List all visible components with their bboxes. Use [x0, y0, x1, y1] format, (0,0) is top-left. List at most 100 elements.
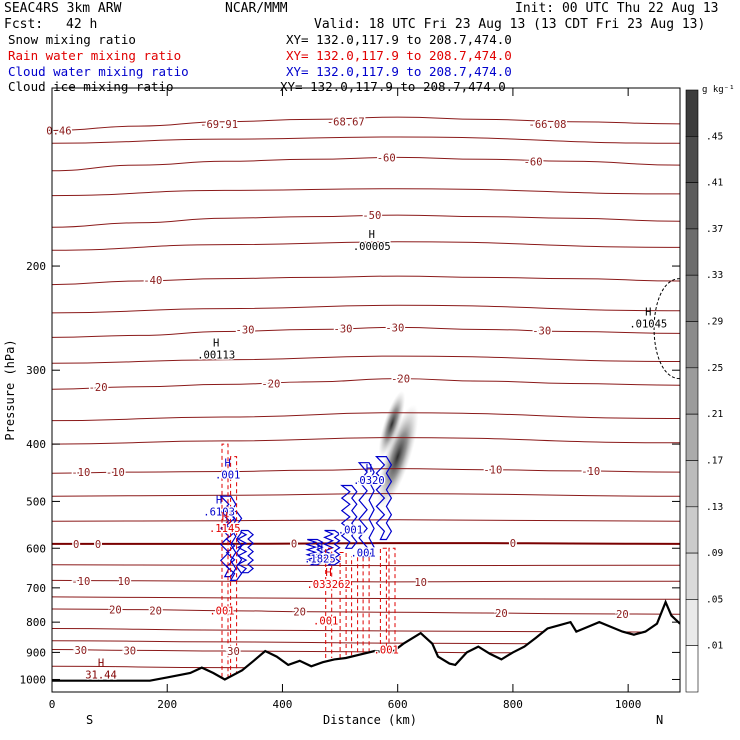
cloud-water-contour-5 [340, 484, 358, 549]
colorbar-swatch [685, 413, 699, 461]
temperature-contour-layer [52, 116, 680, 670]
isotherm-line-extra-2 [52, 241, 680, 251]
isotherm-line-extra-7 [52, 493, 680, 497]
valid-time: Valid: 18 UTC Fri 23 Aug 13 (13 CDT Fri … [314, 17, 705, 32]
rain-water-contour-5 [362, 547, 370, 653]
extremum-value: .001 [209, 606, 234, 618]
isotherm-line-20 [52, 608, 680, 615]
extremum-value: .1825 [304, 554, 336, 566]
contour-label: 0 [291, 539, 297, 551]
x-tick-label: 200 [157, 698, 177, 711]
contour-label: 0.46 [46, 126, 71, 138]
axes-layer: 0 200 400 600 800 100020030040050060070080090… [20, 88, 680, 711]
extremum-value: .001 [338, 525, 363, 537]
x-tick-label: 800 [503, 698, 523, 711]
field-name-cloud-ice: Cloud ice mixing ratio [8, 79, 174, 94]
contour-label: 20 [616, 609, 629, 621]
cloud-water-contour-1 [224, 510, 243, 581]
contour-label: -30 [385, 322, 404, 334]
cloud-water-contour-3 [305, 538, 324, 566]
isotherm-line-extra-10 [52, 596, 680, 600]
isotherm-line--50 [52, 214, 680, 228]
contour-label: -20 [391, 374, 410, 386]
isotherm-line--60 [52, 156, 680, 172]
extremum-marker: H [325, 567, 331, 579]
contour-label: -10 [581, 466, 600, 478]
y-tick-label: 800 [26, 616, 46, 629]
contour-label: 0 [73, 539, 79, 551]
contour-label: -10 [71, 467, 90, 479]
cloud-water-contour-2 [236, 529, 255, 574]
center-title: NCAR/MMM [225, 1, 288, 16]
colorbar: .45 .41 .37 .33 .29 .25 .21 .17 .13 .09 .05 .01 [685, 89, 723, 693]
colorbar-swatch [685, 552, 699, 600]
y-tick-label: 300 [26, 364, 46, 377]
model-title: SEAC4RS 3km ARW [4, 1, 122, 16]
x-tick-label: 1000 [615, 698, 642, 711]
contour-label: 20 [109, 605, 122, 617]
colorbar-level-label: .21 [706, 409, 723, 420]
colorbar-swatch [685, 367, 699, 415]
y-tick-label: 500 [26, 495, 46, 508]
isotherm-line-0 [52, 542, 680, 545]
contour-label: -69.91 [200, 119, 238, 131]
fcst-label: Fcst: [4, 17, 43, 32]
colorbar-level-label: .09 [706, 548, 723, 559]
extremum-value: .001 [350, 548, 375, 560]
contour-label: -60 [524, 156, 543, 168]
extremum-marker: H [369, 229, 375, 241]
isotherm-line-extra-5 [52, 412, 680, 422]
terrain-line [52, 599, 680, 682]
contour-label: -10 [106, 467, 125, 479]
x-end-label-north: N [656, 713, 663, 727]
extremum-value: .001 [374, 645, 399, 657]
contour-label: 30 [123, 645, 136, 657]
init-time: Init: 00 UTC Thu 22 Aug 13 [515, 1, 719, 16]
colorbar-level-label: .45 [706, 131, 723, 142]
snow-shading-layer [376, 390, 419, 509]
contour-label: 0 [510, 538, 516, 550]
extremum-value: .00113 [197, 349, 235, 361]
colorbar-swatch [685, 182, 699, 230]
contour-label: -30 [532, 326, 551, 338]
colorbar-swatch [685, 460, 699, 508]
field-name-snow: Snow mixing ratio [8, 32, 136, 47]
extremum-value: .001 [313, 616, 338, 628]
field-name-cloud-water: Cloud water mixing ratio [8, 64, 189, 79]
extremum-value: .00005 [353, 241, 391, 253]
contour-label: -60 [377, 152, 396, 164]
x-tick-label: 600 [388, 698, 408, 711]
x-end-label-south: S [86, 713, 93, 727]
cloud-water-contour-0 [219, 495, 237, 578]
cloud-water-contour-4 [323, 529, 341, 566]
colorbar-level-label: .37 [706, 224, 723, 235]
extremum-marker: H [213, 337, 219, 349]
isotherm-line-10 [52, 579, 680, 583]
rain-water-layer [221, 443, 396, 677]
field-xy-cloud-water: XY= 132.0,117.9 to 208.7,474.0 [286, 64, 512, 79]
y-axis-label: Pressure (hPa) [3, 339, 17, 440]
field-name-rain: Rain water mixing ratio [8, 48, 181, 63]
extremum-marker: H [98, 657, 104, 669]
isotherm-line-extra-3 [52, 304, 680, 314]
terrain-fill [52, 602, 680, 692]
isotherm-line-extra-8 [52, 519, 680, 522]
isotherm-line-extra-6 [52, 437, 680, 445]
contour-label: -50 [362, 210, 381, 222]
rain-water-contour-6 [379, 547, 387, 651]
contour-label: 10 [414, 577, 427, 589]
colorbar-level-label: .29 [706, 317, 723, 328]
plot-frame [51, 87, 681, 693]
contour-label: -20 [261, 379, 280, 391]
extremum-marker: H [317, 542, 323, 554]
contour-label: -68.67 [327, 117, 365, 129]
y-tick-label: 900 [26, 646, 46, 659]
colorbar-level-label: .41 [706, 178, 723, 189]
x-tick-label: 0 [49, 698, 56, 711]
field-xy-cloud-ice: XY= 132.0,117.9 to 208.7,474.0 [280, 79, 506, 94]
terrain-layer [52, 599, 680, 692]
y-tick-label: 400 [26, 438, 46, 451]
extremum-value: 31.44 [85, 669, 117, 681]
contour-label: -30 [334, 324, 353, 336]
contour-label: -10 [71, 576, 90, 588]
